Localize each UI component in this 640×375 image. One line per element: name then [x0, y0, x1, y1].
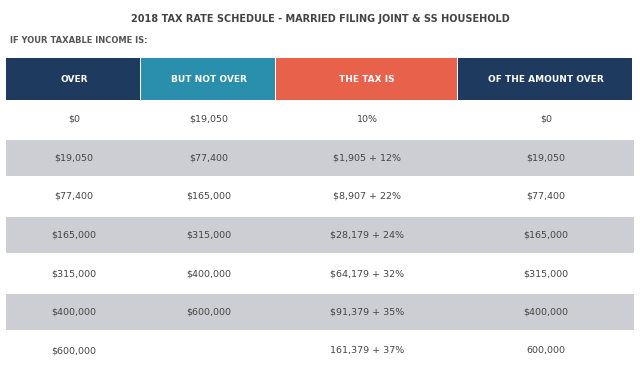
- Text: $315,000: $315,000: [186, 231, 231, 240]
- FancyBboxPatch shape: [6, 217, 634, 254]
- Text: 600,000: 600,000: [526, 346, 565, 355]
- Text: IF YOUR TAXABLE INCOME IS:: IF YOUR TAXABLE INCOME IS:: [10, 36, 147, 45]
- Text: 2018 TAX RATE SCHEDULE - MARRIED FILING JOINT & SS HOUSEHOLD: 2018 TAX RATE SCHEDULE - MARRIED FILING …: [131, 14, 509, 24]
- Text: $600,000: $600,000: [186, 308, 231, 316]
- Text: $8,907 + 22%: $8,907 + 22%: [333, 192, 401, 201]
- Text: $400,000: $400,000: [186, 269, 231, 278]
- Text: $165,000: $165,000: [51, 231, 97, 240]
- Text: $0: $0: [540, 115, 552, 124]
- Text: $0: $0: [68, 115, 80, 124]
- Text: THE TAX IS: THE TAX IS: [339, 75, 395, 84]
- FancyBboxPatch shape: [6, 294, 634, 330]
- Text: BUT NOT OVER: BUT NOT OVER: [171, 75, 246, 84]
- Text: $400,000: $400,000: [51, 308, 97, 316]
- Text: $400,000: $400,000: [524, 308, 568, 316]
- Text: OF THE AMOUNT OVER: OF THE AMOUNT OVER: [488, 75, 604, 84]
- Text: $1,905 + 12%: $1,905 + 12%: [333, 153, 401, 162]
- FancyBboxPatch shape: [141, 58, 275, 100]
- Text: $19,050: $19,050: [189, 115, 228, 124]
- FancyBboxPatch shape: [6, 255, 634, 292]
- Text: $64,179 + 32%: $64,179 + 32%: [330, 269, 404, 278]
- FancyBboxPatch shape: [458, 58, 632, 100]
- Text: $315,000: $315,000: [524, 269, 568, 278]
- Text: $165,000: $165,000: [186, 192, 231, 201]
- Text: $165,000: $165,000: [524, 231, 568, 240]
- Text: $77,400: $77,400: [526, 192, 565, 201]
- FancyBboxPatch shape: [276, 58, 457, 100]
- FancyBboxPatch shape: [6, 140, 634, 176]
- Text: 161,379 + 37%: 161,379 + 37%: [330, 346, 404, 355]
- Text: $19,050: $19,050: [54, 153, 93, 162]
- Text: OVER: OVER: [60, 75, 88, 84]
- FancyBboxPatch shape: [6, 332, 634, 369]
- FancyBboxPatch shape: [6, 58, 140, 100]
- Text: $77,400: $77,400: [54, 192, 93, 201]
- Text: $28,179 + 24%: $28,179 + 24%: [330, 231, 404, 240]
- Text: 10%: 10%: [356, 115, 378, 124]
- FancyBboxPatch shape: [6, 101, 634, 138]
- Text: $19,050: $19,050: [526, 153, 565, 162]
- FancyBboxPatch shape: [6, 178, 634, 215]
- Text: $600,000: $600,000: [51, 346, 97, 355]
- Text: $315,000: $315,000: [51, 269, 97, 278]
- Text: $91,379 + 35%: $91,379 + 35%: [330, 308, 404, 316]
- Text: $77,400: $77,400: [189, 153, 228, 162]
